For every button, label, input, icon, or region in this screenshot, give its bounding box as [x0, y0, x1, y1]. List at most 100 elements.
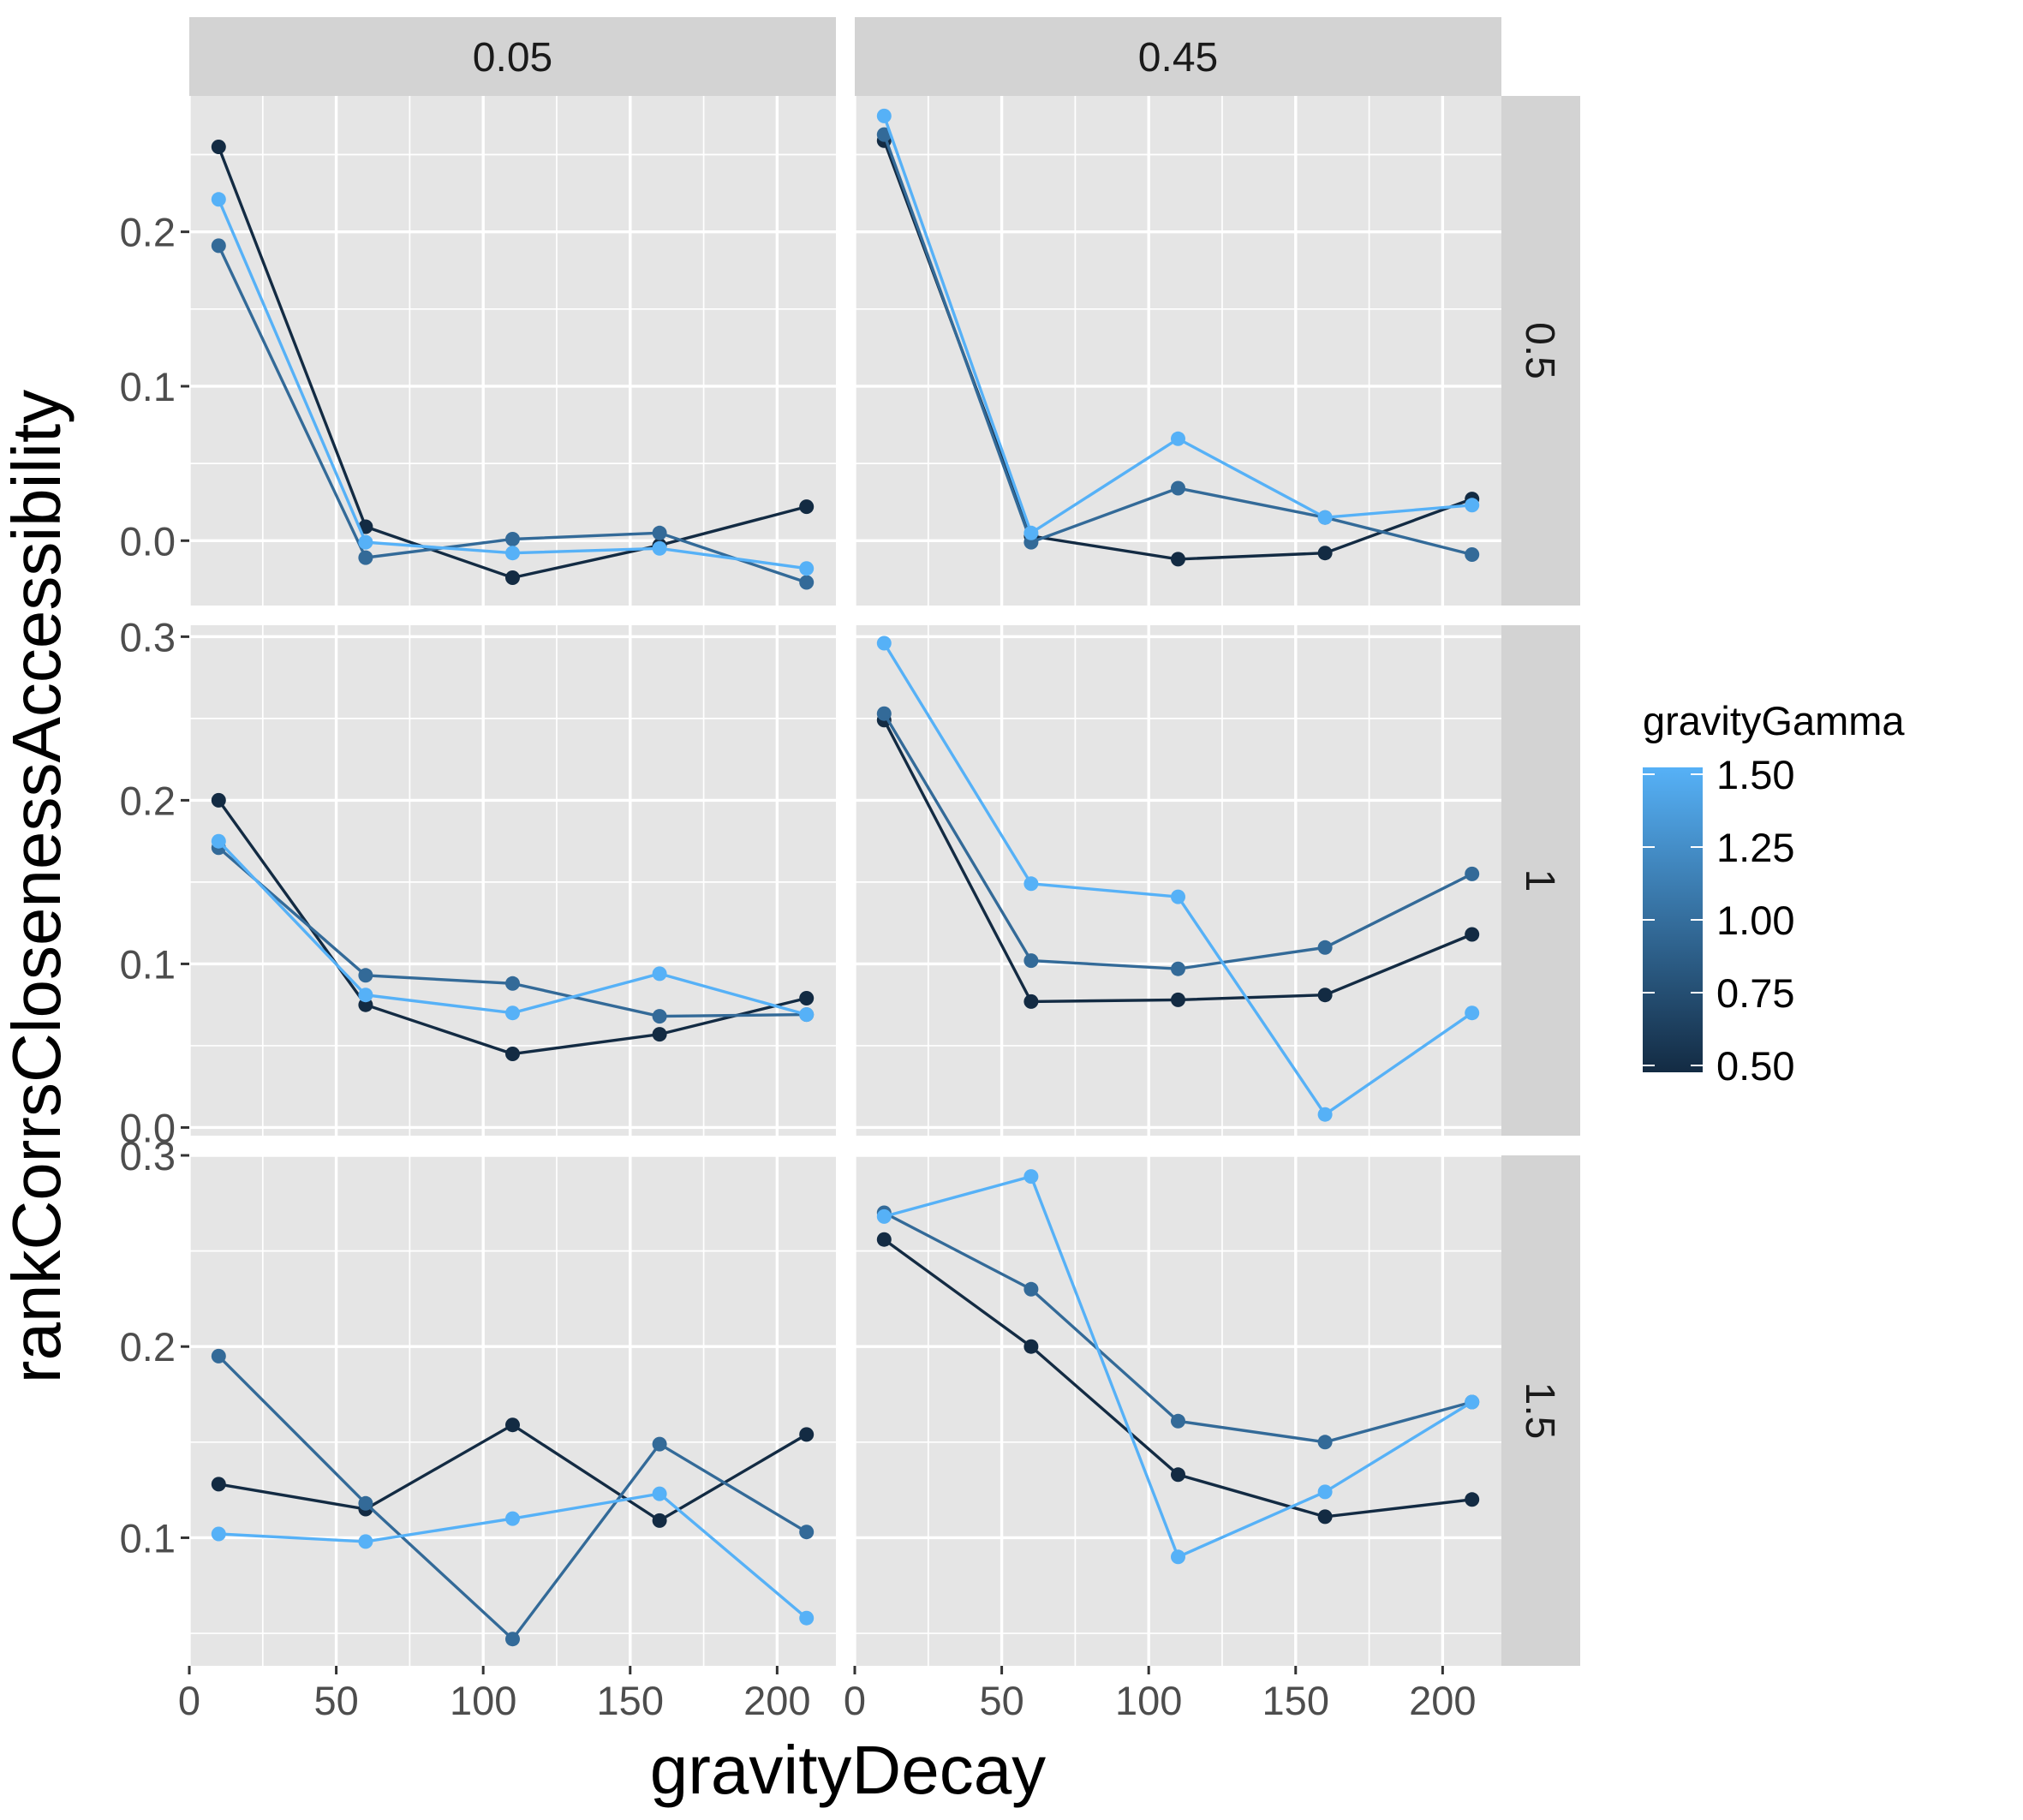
data-point: [211, 792, 226, 808]
data-point: [1317, 546, 1333, 561]
row-strip-label: 0.5: [1517, 322, 1562, 379]
data-point: [876, 636, 892, 651]
legend: gravityGamma 1.50 1.25 1.00 0.75 0.50: [1643, 698, 1905, 1089]
data-point: [1171, 480, 1185, 496]
y-tick-label: 0.3: [120, 614, 176, 659]
facet-panel: [853, 96, 1501, 606]
data-point: [1171, 1467, 1185, 1483]
data-point: [1171, 552, 1185, 567]
data-point: [652, 1513, 667, 1528]
data-point: [505, 532, 520, 546]
data-point: [358, 1495, 373, 1511]
data-point: [358, 968, 373, 983]
x-tick-label: 100: [450, 1678, 516, 1723]
column-strip-label: 0.45: [1138, 35, 1218, 81]
data-point: [1171, 961, 1185, 976]
x-tick-label: 150: [1262, 1678, 1329, 1723]
axes: 0.0 0.1 0.2 0.0 0.1 0.2 0.3 0 50 100 150 200 0 50 100 1…: [120, 210, 1477, 1723]
series: [211, 140, 815, 585]
facet-panel: [853, 625, 1501, 1136]
y-tick-label: 0.1: [120, 941, 176, 987]
panel-background: [855, 625, 1501, 1136]
data-point: [1465, 1394, 1480, 1410]
data-point: [1465, 1492, 1480, 1507]
data-point: [211, 1477, 226, 1492]
y-tick-label: 0.0: [120, 1105, 176, 1150]
row-strip-label: 1: [1517, 869, 1562, 892]
y-tick-label: 0.1: [120, 364, 176, 409]
data-point: [1023, 876, 1039, 892]
data-point: [799, 1427, 815, 1442]
data-point: [652, 1027, 667, 1042]
y-tick-label: 0.2: [120, 1324, 176, 1369]
data-point: [505, 976, 520, 991]
row-strip: [1501, 1155, 1580, 1666]
data-point: [1171, 889, 1185, 904]
series: [211, 833, 815, 1023]
row-strip-label: 1.5: [1517, 1382, 1562, 1440]
data-point: [1465, 1005, 1480, 1021]
data-point: [876, 1208, 892, 1224]
data-point: [211, 1526, 226, 1542]
facet-panel: [188, 96, 836, 606]
x-tick-label: 50: [979, 1678, 1023, 1723]
data-point: [1317, 510, 1333, 525]
legend-tick-label: 0.75: [1716, 970, 1794, 1016]
series: [211, 1348, 815, 1647]
y-tick-label: 0.1: [120, 1515, 176, 1560]
legend-tick-label: 1.00: [1716, 898, 1794, 943]
series: [876, 636, 1480, 1122]
data-point: [799, 499, 815, 515]
data-point: [1465, 498, 1480, 513]
data-point: [1171, 992, 1185, 1007]
legend-tick-label: 1.25: [1716, 825, 1794, 870]
data-point: [1023, 1339, 1039, 1354]
data-point: [1317, 1435, 1333, 1450]
x-tick-label: 0: [844, 1678, 866, 1723]
data-point: [505, 1511, 520, 1526]
data-point: [1023, 1169, 1039, 1184]
data-point: [652, 540, 667, 556]
data-point: [358, 988, 373, 1003]
legend-title: gravityGamma: [1643, 698, 1905, 743]
series: [876, 1169, 1480, 1565]
panel-background: [855, 1155, 1501, 1666]
x-tick-label: 50: [313, 1678, 358, 1723]
facet-panel: [188, 625, 836, 1136]
data-point: [1317, 1484, 1333, 1500]
data-point: [1465, 927, 1480, 942]
data-point: [1023, 525, 1039, 540]
data-point: [799, 1525, 815, 1540]
facet-strips: 0.05 0.45 0.5 1 1.5: [189, 17, 1580, 1666]
data-point: [1317, 940, 1333, 955]
legend-ticks: 1.50 1.25 1.00 0.75 0.50: [1643, 752, 1794, 1089]
data-point: [358, 1534, 373, 1549]
y-tick-label: 0.0: [120, 518, 176, 564]
x-tick-label: 0: [178, 1678, 200, 1723]
data-point: [211, 140, 226, 154]
data-point: [1171, 1413, 1185, 1429]
data-point: [211, 1348, 226, 1364]
x-tick-label: 150: [597, 1678, 664, 1723]
x-tick-label: 200: [1409, 1678, 1476, 1723]
row-strip: [1501, 96, 1580, 606]
data-point: [1171, 431, 1185, 446]
x-axis-title: gravityDecay: [650, 1732, 1046, 1808]
series: [211, 1486, 815, 1626]
data-point: [211, 833, 226, 849]
column-strip: [855, 17, 1501, 96]
data-point: [1317, 1509, 1333, 1525]
data-point: [799, 991, 815, 1005]
data-point: [799, 1007, 815, 1023]
series: [876, 108, 1480, 540]
data-point: [799, 575, 815, 590]
data-point: [1317, 1107, 1333, 1122]
y-tick-label: 0.2: [120, 210, 176, 255]
series: [211, 192, 815, 576]
data-point: [1023, 1281, 1039, 1297]
panel-background: [189, 1155, 836, 1666]
data-point: [1023, 994, 1039, 1009]
data-point: [1023, 953, 1039, 969]
data-point: [505, 570, 520, 585]
